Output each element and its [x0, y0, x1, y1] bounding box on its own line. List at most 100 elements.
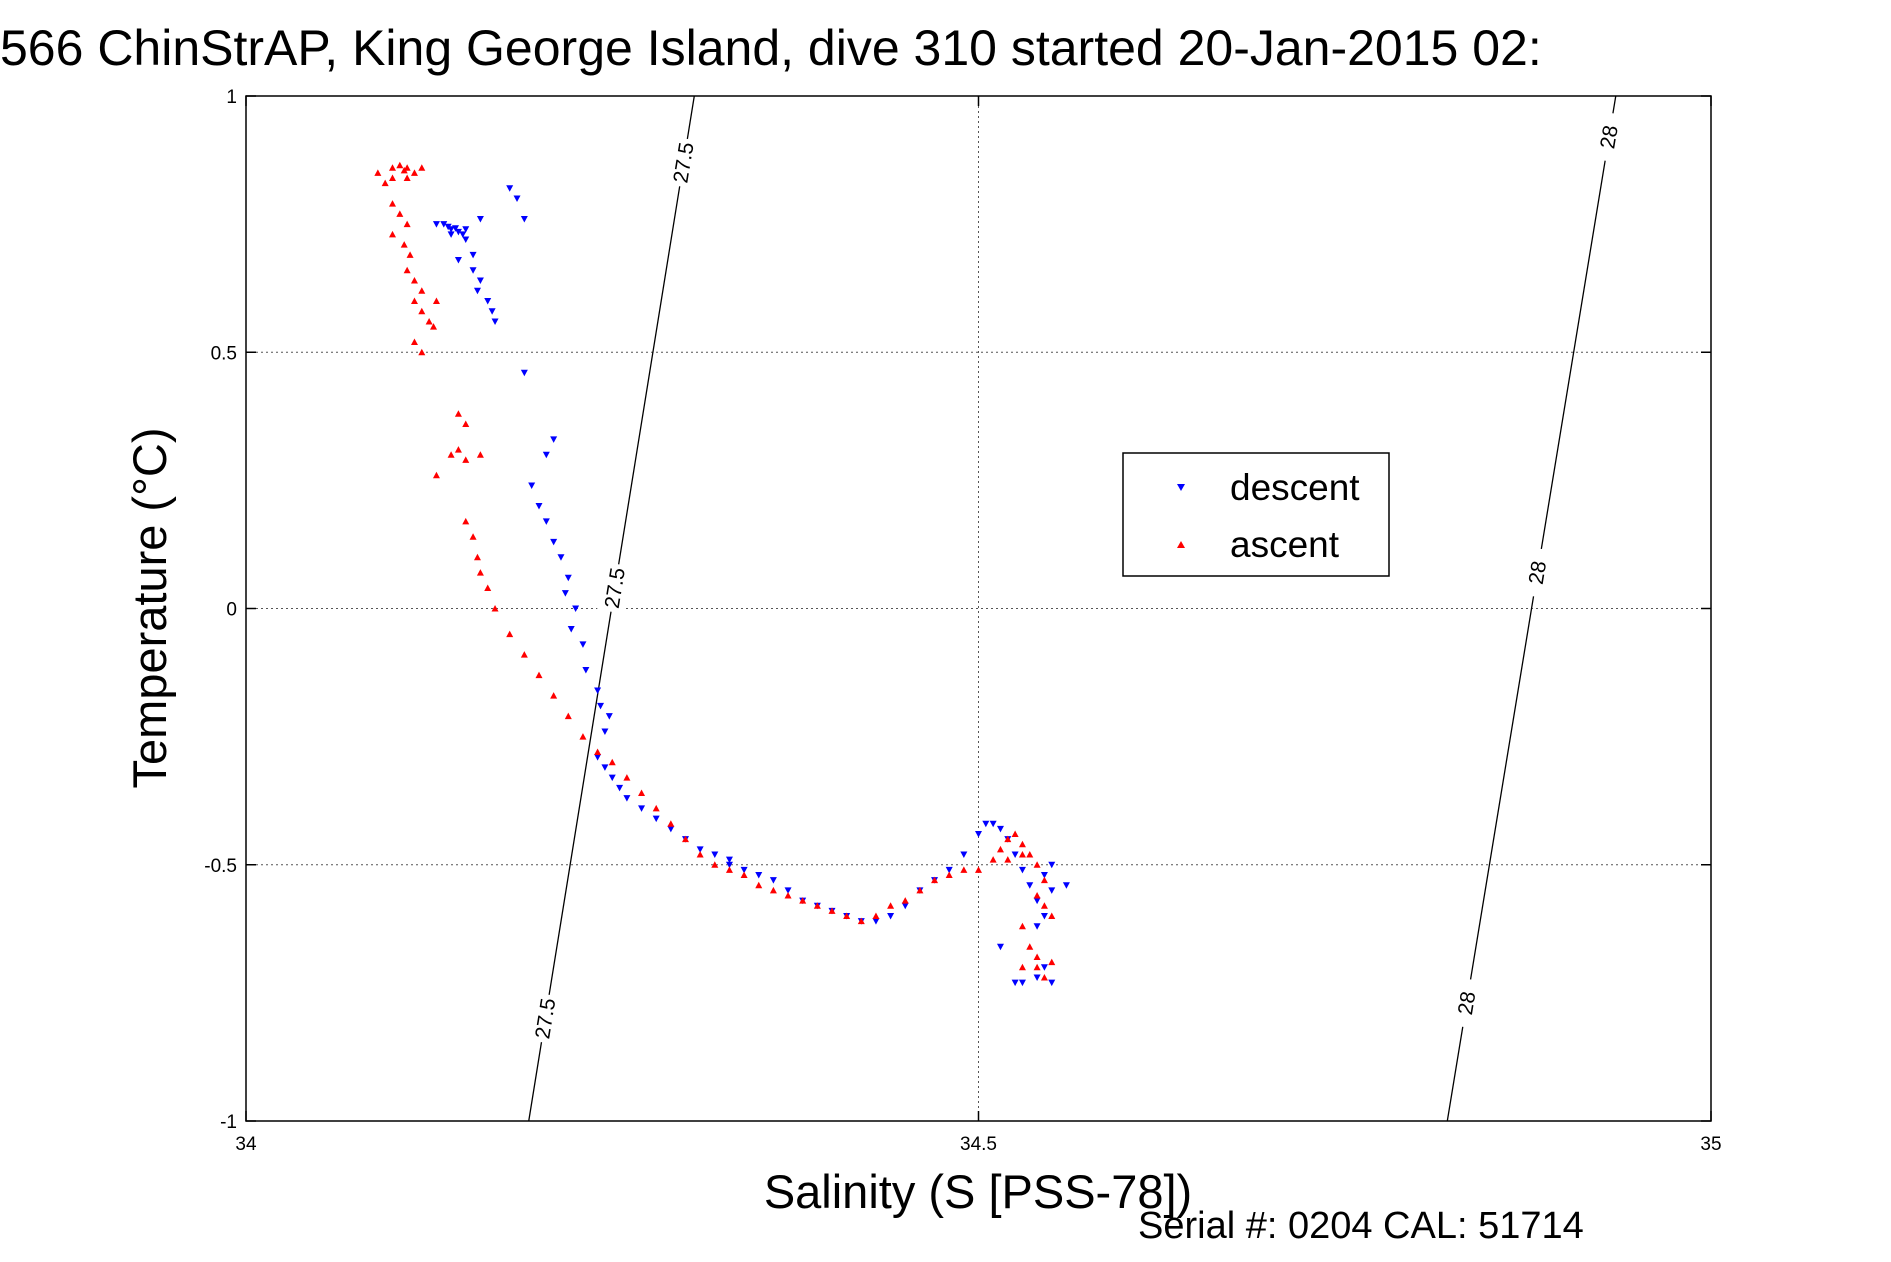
ascent-point — [462, 420, 470, 427]
ascent-point — [608, 758, 616, 766]
legend-label-ascent: ascent — [1230, 524, 1340, 565]
descent-point — [528, 482, 536, 489]
serial-cal-text: Serial #: 0204 CAL: 51714 — [1138, 1205, 1584, 1247]
descent-point — [542, 451, 550, 459]
legend-marker-descent — [1177, 484, 1185, 491]
y-tick-label: -1 — [220, 1112, 237, 1133]
ascent-point — [400, 166, 408, 174]
isopycnal-label-bg — [597, 562, 633, 614]
legend-label-descent: descent — [1230, 467, 1360, 508]
ascent-point — [410, 338, 418, 345]
ascent-point — [975, 866, 982, 873]
ascent-point — [430, 323, 438, 330]
ascent-point — [469, 533, 477, 540]
descent-point — [564, 574, 572, 582]
legend-marker-ascent — [1177, 541, 1185, 548]
data-points — [374, 161, 1070, 987]
descent-point — [513, 195, 521, 202]
isopycnal-label-bg — [1448, 977, 1485, 1030]
descent-point — [484, 298, 492, 305]
descent-point — [454, 228, 462, 236]
descent-point — [769, 877, 777, 884]
ascent-point — [389, 164, 396, 171]
descent-point — [989, 820, 997, 828]
ascent-point — [769, 886, 777, 894]
descent-point — [1048, 979, 1056, 987]
ascent-point — [652, 804, 660, 812]
descent-point — [638, 805, 646, 812]
descent-point — [1040, 913, 1048, 920]
ascent-point — [1033, 861, 1041, 868]
descent-point — [579, 641, 587, 648]
descent-point — [996, 825, 1004, 833]
y-tick-label: 1 — [226, 87, 237, 108]
ascent-point — [996, 845, 1004, 853]
isopycnal-line — [1446, 95, 1617, 1122]
ascent-point — [418, 307, 426, 315]
y-tick-label: 0 — [226, 600, 237, 621]
descent-point — [469, 251, 477, 259]
ascent-point — [396, 161, 404, 169]
descent-point — [542, 518, 550, 525]
descent-point — [740, 866, 748, 874]
descent-point — [572, 605, 580, 612]
isopycnal-label-bg — [665, 136, 702, 189]
ascent-point — [476, 451, 484, 458]
ascent-point — [473, 553, 481, 561]
descent-point — [1033, 974, 1041, 981]
descent-point — [887, 913, 895, 920]
isopycnal-label-bg — [1591, 111, 1627, 163]
legend-box — [1122, 452, 1390, 577]
isopycnal-label-bg — [1519, 546, 1556, 599]
ascent-point — [374, 169, 382, 176]
descent-point — [1018, 866, 1026, 874]
ascent-point — [418, 164, 426, 171]
ascent-point — [1004, 835, 1012, 843]
descent-point — [755, 872, 763, 879]
ascent-point — [389, 200, 396, 207]
ascent-point — [1018, 963, 1026, 971]
ascent-point — [740, 871, 748, 878]
ascent-point — [1026, 943, 1034, 950]
descent-point — [1033, 897, 1041, 905]
legend: descent ascent — [1122, 452, 1390, 577]
ascent-point — [579, 733, 587, 740]
descent-point — [696, 846, 704, 853]
ascent-point — [389, 230, 396, 238]
descent-point — [601, 764, 609, 771]
ascent-point — [520, 651, 528, 658]
descent-point — [440, 221, 448, 228]
ascent-point — [535, 671, 543, 679]
descent-point — [725, 856, 733, 864]
ascent-point — [887, 902, 895, 909]
ascent-point — [682, 835, 689, 843]
descent-point — [1026, 882, 1034, 889]
ascent-point — [506, 630, 514, 638]
descent-point — [506, 185, 514, 192]
ascent-point — [799, 897, 807, 904]
descent-point — [1040, 872, 1048, 879]
ascent-point — [403, 266, 411, 274]
ascent-point — [447, 451, 455, 458]
descent-point — [945, 866, 953, 874]
descent-point — [1033, 923, 1041, 930]
ascent-point — [403, 220, 411, 228]
ascent-point — [711, 861, 719, 868]
ascent-point — [389, 174, 396, 181]
descent-point — [605, 713, 613, 720]
isopycnal-label-bg — [527, 992, 563, 1045]
ascent-point — [725, 866, 733, 873]
ascent-point — [872, 912, 880, 919]
ascent-point — [989, 856, 997, 863]
descent-point — [975, 831, 982, 838]
ascent-point — [784, 892, 792, 899]
ascent-point — [410, 277, 418, 284]
ascent-point — [406, 251, 414, 258]
descent-point — [667, 825, 675, 833]
y-tick-label: 0.5 — [211, 343, 237, 364]
ascent-point — [901, 897, 909, 904]
descent-point — [960, 851, 968, 858]
descent-point — [476, 216, 484, 223]
ascent-point — [623, 774, 631, 781]
descent-point — [616, 784, 624, 792]
